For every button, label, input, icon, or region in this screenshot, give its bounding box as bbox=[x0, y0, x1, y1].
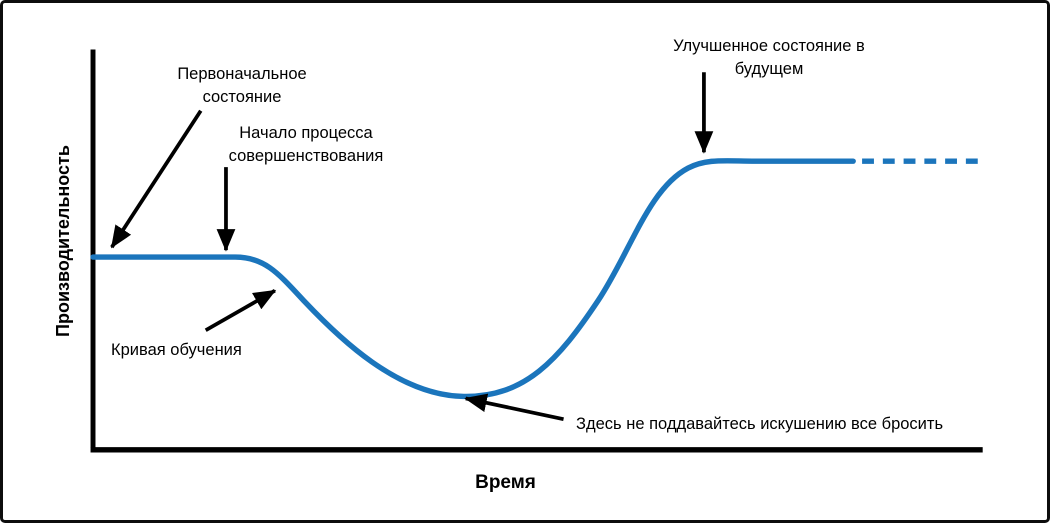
annotation-initial-state: Первоначальное состояние bbox=[177, 65, 307, 106]
annotation-dont-quit: Здесь не поддавайтесь искушению все брос… bbox=[576, 415, 944, 433]
x-axis-label: Время bbox=[475, 472, 536, 493]
annotation-improved-state: Улучшенное состояние в будущем bbox=[673, 37, 865, 78]
annotation-improvement-start: Начало процесса совершенствования bbox=[228, 124, 384, 165]
performance-curve bbox=[90, 158, 856, 400]
y-axis-label: Производительность bbox=[53, 145, 73, 337]
arrow-dont-quit bbox=[464, 393, 564, 422]
annotation-learning-curve: Кривая обучения bbox=[111, 341, 242, 359]
arrow-initial-state bbox=[110, 109, 203, 249]
arrow-learning-curve bbox=[204, 289, 277, 332]
diagram-canvas bbox=[90, 49, 983, 453]
